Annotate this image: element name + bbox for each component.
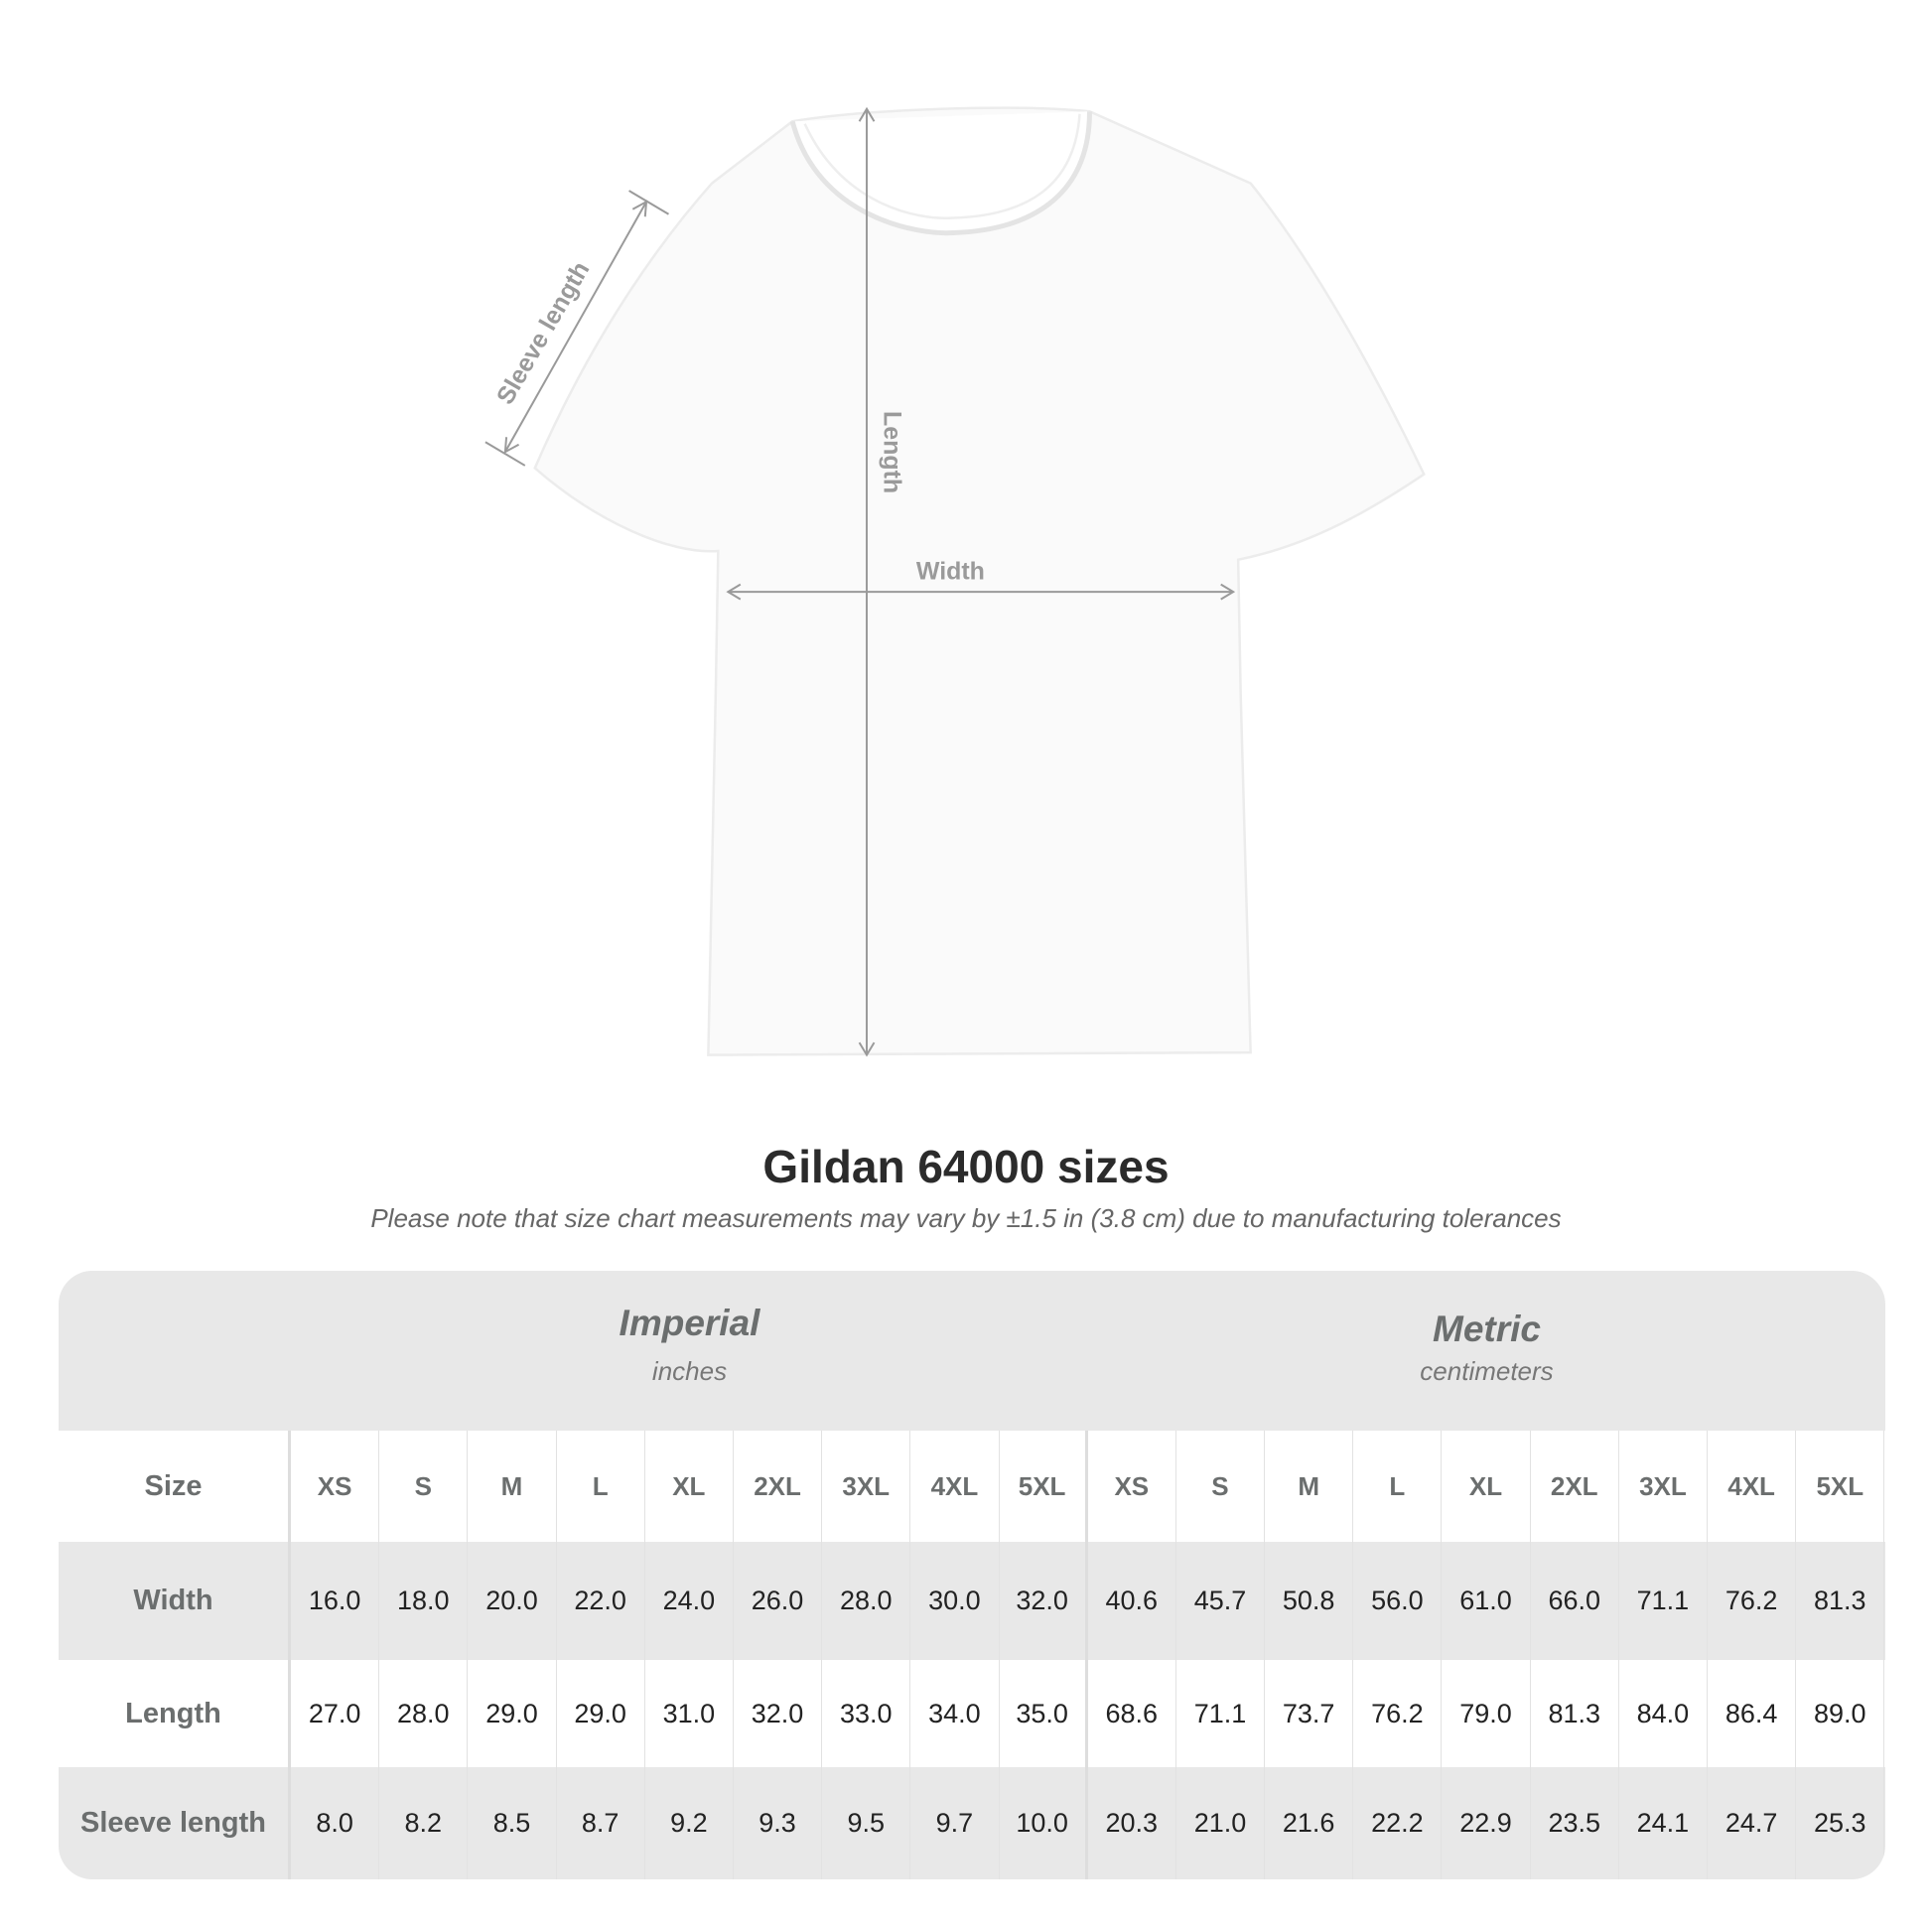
table-cell: 9.3: [734, 1767, 823, 1879]
table-cell: 71.1: [1176, 1660, 1266, 1767]
table-cell: 23.5: [1531, 1767, 1619, 1879]
table-cell: 28.0: [379, 1660, 469, 1767]
table-cell: 8.0: [291, 1767, 380, 1879]
sleeve-length-row: Sleeve length 8.0 8.2 8.5 8.7 9.2 9.3 9.5 9.7 10.…: [59, 1767, 1885, 1879]
table-cell: 16.0: [291, 1542, 380, 1660]
table-cell: 66.0: [1531, 1542, 1619, 1660]
table-cell: 24.0: [645, 1542, 734, 1660]
table-cell: XL: [1442, 1431, 1531, 1542]
row-label: Size: [59, 1431, 291, 1542]
table-cell: L: [1353, 1431, 1443, 1542]
table-cell: 86.4: [1708, 1660, 1797, 1767]
table-cell: 73.7: [1265, 1660, 1354, 1767]
length-label: Length: [878, 411, 905, 493]
tshirt-shape: [533, 106, 1426, 1056]
width-row: Width 16.0 18.0 20.0 22.0 24.0 26.0 28.0 30.0 32.…: [59, 1542, 1885, 1660]
table-cell: 9.5: [822, 1767, 911, 1879]
table-cell: 24.7: [1708, 1767, 1797, 1879]
table-cell: 3XL: [822, 1431, 911, 1542]
table-cell: 8.7: [557, 1767, 645, 1879]
table-cell: 28.0: [822, 1542, 911, 1660]
table-cell: 26.0: [734, 1542, 823, 1660]
table-cell: 22.2: [1353, 1767, 1443, 1879]
table-cell: M: [1265, 1431, 1354, 1542]
table-cell: 84.0: [1619, 1660, 1708, 1767]
table-cell: XS: [291, 1431, 380, 1542]
chart-subtitle: Please note that size chart measurements…: [370, 1203, 1562, 1233]
sleeve-length-arrow: [484, 190, 669, 467]
table-cell: 34.0: [910, 1660, 1000, 1767]
metric-header: Metric centimeters: [1420, 1309, 1554, 1386]
size-table: Imperial inches Metric centimeters Size X…: [59, 1271, 1885, 1879]
table-cell: L: [557, 1431, 645, 1542]
chart-title: Gildan 64000 sizes: [762, 1141, 1170, 1192]
size-row: Size XS S M L XL 2XL 3XL 4XL 5XL XS S M L XL 2XL 3XL 4XL 5…: [59, 1431, 1885, 1542]
table-cell: 56.0: [1353, 1542, 1443, 1660]
row-label: Sleeve length: [59, 1767, 291, 1879]
table-cell: 76.2: [1353, 1660, 1443, 1767]
table-cell: 8.5: [468, 1767, 557, 1879]
table-cell: 35.0: [1000, 1660, 1088, 1767]
table-cell: 29.0: [557, 1660, 645, 1767]
table-cell: 33.0: [822, 1660, 911, 1767]
table-cell: 22.9: [1442, 1767, 1531, 1879]
table-cell: 45.7: [1176, 1542, 1266, 1660]
table-cell: 3XL: [1619, 1431, 1708, 1542]
table-cell: 81.3: [1531, 1660, 1619, 1767]
table-cell: 22.0: [557, 1542, 645, 1660]
table-cell: 32.0: [734, 1660, 823, 1767]
tshirt-diagram: Length Width Sleeve length: [484, 106, 1426, 1057]
table-cell: 20.3: [1088, 1767, 1176, 1879]
table-cell: XL: [645, 1431, 734, 1542]
table-cell: M: [468, 1431, 557, 1542]
width-label: Width: [916, 558, 985, 586]
table-cell: 31.0: [645, 1660, 734, 1767]
table-cell: 27.0: [291, 1660, 380, 1767]
imperial-header: Imperial inches: [619, 1303, 760, 1386]
table-cell: 4XL: [910, 1431, 1000, 1542]
table-cell: 71.1: [1619, 1542, 1708, 1660]
length-row: Length 27.0 28.0 29.0 29.0 31.0 32.0 33.0 34.0 35…: [59, 1660, 1885, 1767]
table-cell: 5XL: [1796, 1431, 1885, 1542]
table-cell: 89.0: [1796, 1660, 1885, 1767]
table-cell: 81.3: [1796, 1542, 1885, 1660]
table-cell: 29.0: [468, 1660, 557, 1767]
table-cell: 24.1: [1619, 1767, 1708, 1879]
table-cell: 76.2: [1708, 1542, 1797, 1660]
table-cell: 32.0: [1000, 1542, 1088, 1660]
table-cell: 30.0: [910, 1542, 1000, 1660]
table-cell: 79.0: [1442, 1660, 1531, 1767]
table-cell: XS: [1088, 1431, 1176, 1542]
table-cell: 21.6: [1265, 1767, 1354, 1879]
length-arrow: [858, 106, 876, 1057]
table-cell: 18.0: [379, 1542, 469, 1660]
row-label: Width: [59, 1542, 291, 1660]
table-cell: 2XL: [1531, 1431, 1619, 1542]
table-cell: 5XL: [1000, 1431, 1088, 1542]
row-label: Length: [59, 1660, 291, 1767]
table-cell: S: [1176, 1431, 1266, 1542]
table-cell: 21.0: [1176, 1767, 1266, 1879]
table-cell: 10.0: [1000, 1767, 1088, 1879]
table-cell: 61.0: [1442, 1542, 1531, 1660]
table-cell: S: [379, 1431, 469, 1542]
table-cell: 20.0: [468, 1542, 557, 1660]
table-cell: 25.3: [1796, 1767, 1885, 1879]
table-cell: 8.2: [379, 1767, 469, 1879]
table-cell: 50.8: [1265, 1542, 1354, 1660]
table-cell: 4XL: [1708, 1431, 1797, 1542]
table-cell: 9.2: [645, 1767, 734, 1879]
table-cell: 2XL: [734, 1431, 823, 1542]
table-cell: 68.6: [1088, 1660, 1176, 1767]
table-cell: 40.6: [1088, 1542, 1176, 1660]
width-arrow: [726, 583, 1236, 601]
table-cell: 9.7: [910, 1767, 1000, 1879]
